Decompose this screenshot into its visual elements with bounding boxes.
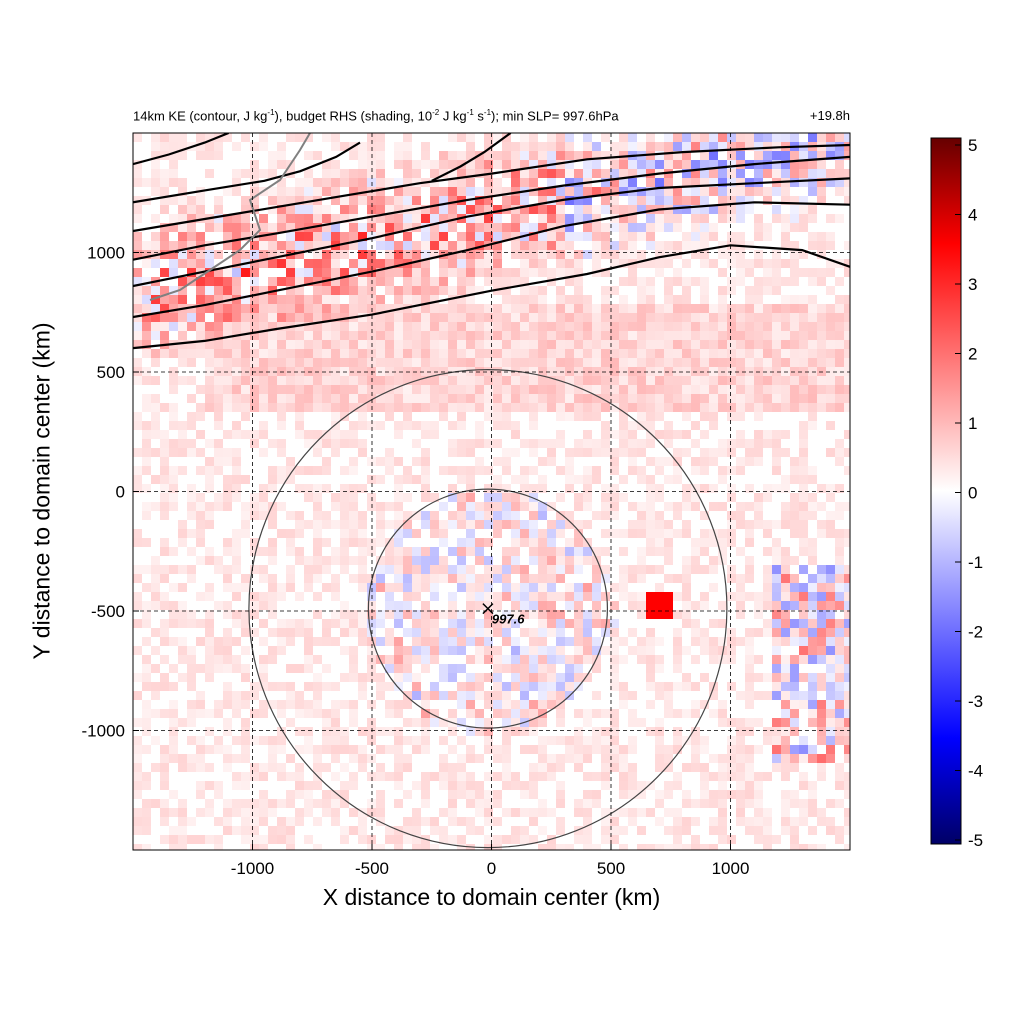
- min-slp-label: 997.6: [492, 612, 525, 627]
- y-tick-label: -500: [91, 602, 125, 621]
- ke-contour-line: [133, 244, 850, 350]
- range-ring: [248, 369, 728, 849]
- y-tick-label: -1000: [82, 722, 125, 741]
- colorbar-tick-label: -4: [968, 762, 983, 781]
- x-tick-label: 0: [487, 859, 496, 878]
- coastline: [149, 133, 311, 301]
- colorbar: [930, 137, 962, 845]
- ke-contour-line: [133, 155, 850, 261]
- ke-contour-line: [133, 133, 230, 166]
- x-axis-label: X distance to domain center (km): [322, 884, 661, 910]
- colorbar-tick-label: -1: [968, 553, 983, 572]
- colorbar-tick-label: 3: [968, 275, 977, 294]
- y-tick-label: 0: [116, 483, 125, 502]
- forecast-time: +19.8h: [809, 108, 850, 123]
- ke-contour-line: [431, 133, 512, 182]
- y-tick-label: 1000: [87, 244, 125, 263]
- colorbar-tick-label: 4: [968, 206, 977, 225]
- colorbar-tick-label: -3: [968, 692, 983, 711]
- colorbar-tick-label: 1: [968, 414, 977, 433]
- x-tick-label: 1000: [712, 859, 750, 878]
- colorbar-tick-label: -2: [968, 623, 983, 642]
- colorbar-tick-label: -5: [968, 831, 983, 850]
- ke-contour-line: [133, 177, 850, 288]
- colorbar-tick-label: 0: [968, 484, 977, 503]
- range-ring: [367, 488, 609, 729]
- shading-field: [133, 133, 850, 850]
- colorbar-tick-label: 5: [968, 136, 977, 155]
- chart-title: 14km KE (contour, J kg-1), budget RHS (s…: [133, 108, 619, 124]
- x-tick-label: 500: [597, 859, 625, 878]
- y-tick-label: 500: [97, 363, 125, 382]
- y-axis-label: Y distance to domain center (km): [28, 322, 55, 660]
- ke-contours: [133, 133, 850, 350]
- x-tick-label: -1000: [231, 859, 274, 878]
- x-tick-label: -500: [355, 859, 389, 878]
- colorbar-tick-label: 2: [968, 345, 977, 364]
- ke-contour-line: [133, 201, 850, 319]
